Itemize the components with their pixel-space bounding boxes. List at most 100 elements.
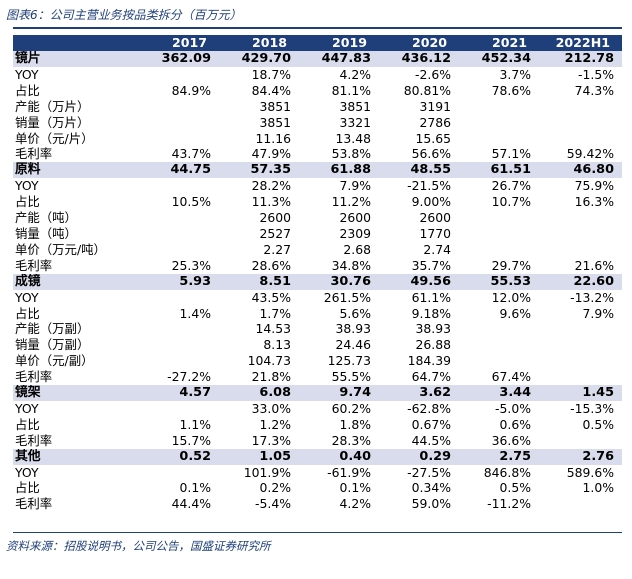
value-cell: 11.3% (251, 194, 291, 210)
section-value-cell: 6.08 (219, 385, 299, 401)
table-row: 占比 0.1% 0.2% 0.1% 0.34% 0.5% 1.0% (13, 480, 622, 496)
value-cell: 261.5% (323, 289, 371, 305)
value-cell: 12.0% (491, 289, 531, 305)
value-cell (539, 321, 622, 337)
value-cell: 38.93 (415, 321, 451, 337)
value-cell: 21.6% (574, 257, 614, 273)
value-cell: 2600 (259, 210, 291, 226)
value-cell: 16.3% (574, 194, 614, 210)
value-cell: 60.2% (331, 400, 371, 416)
value-cell (539, 226, 622, 242)
value-cell: 84.4% (251, 82, 291, 98)
row-label: 产能（万副） (15, 321, 90, 337)
row-label: 毛利率 (15, 496, 53, 512)
value-cell: 18.7% (251, 66, 291, 82)
row-label: 毛利率 (15, 257, 53, 273)
section-value-cell: 30.76 (299, 273, 379, 290)
value-cell (143, 226, 219, 242)
value-cell: -5.0% (495, 400, 531, 416)
value-cell: 24.46 (335, 337, 371, 353)
value-cell: 36.6% (491, 432, 531, 448)
header-cell-2022h1: 2022H1 (539, 35, 622, 51)
value-cell: 11.2% (331, 194, 371, 210)
section-label: 镜架 (13, 385, 143, 401)
section-value-cell: 1.45 (539, 385, 622, 401)
section-value-cell: 447.83 (299, 51, 379, 67)
section-value-cell: 0.29 (379, 448, 459, 465)
table-row: 产能（万副） 14.53 38.93 38.93 (13, 321, 622, 337)
section-value-cell: 452.34 (459, 51, 539, 67)
section-value-cell: 46.80 (539, 162, 622, 179)
section-row: 原料 44.75 57.35 61.88 48.55 61.51 46.80 (13, 162, 622, 179)
section-label: 其他 (13, 448, 143, 465)
section-value-cell: 48.55 (379, 162, 459, 179)
section-value-cell: 429.70 (219, 51, 299, 67)
table-row: 毛利率 43.7% 47.9% 53.8% 56.6% 57.1% 59.42% (13, 146, 622, 162)
value-cell: 35.7% (411, 257, 451, 273)
value-cell: 47.9% (251, 146, 291, 162)
section-value-cell: 61.88 (299, 162, 379, 179)
value-cell: 64.7% (411, 369, 451, 385)
value-cell: 15.65 (415, 130, 451, 146)
row-label: 毛利率 (15, 146, 53, 162)
value-cell: 2786 (419, 114, 451, 130)
section-value-cell: 4.57 (143, 385, 219, 401)
section-value-cell: 0.52 (143, 448, 219, 465)
value-cell (143, 321, 219, 337)
value-cell: 34.8% (331, 257, 371, 273)
header-cell-2020: 2020 (379, 35, 459, 51)
value-cell: 53.8% (331, 146, 371, 162)
row-label: 占比 (15, 82, 40, 98)
row-label: YOY (15, 178, 39, 194)
value-cell: 26.7% (491, 178, 531, 194)
table-row: 占比 1.4% 1.7% 5.6% 9.18% 9.6% 7.9% (13, 306, 622, 322)
section-value-cell: 3.44 (459, 385, 539, 401)
table-row: 单价（万元/吨） 2.27 2.68 2.74 (13, 242, 622, 258)
bottom-rule (13, 532, 622, 533)
value-cell: 74.3% (574, 82, 614, 98)
value-cell: 75.9% (574, 178, 614, 194)
section-value-cell: 2.76 (539, 448, 622, 465)
value-cell (539, 353, 622, 369)
value-cell: 26.88 (415, 337, 451, 353)
value-cell: 0.67% (411, 416, 451, 432)
value-cell (539, 433, 622, 449)
table-row: YOY 43.5% 261.5% 61.1% 12.0% -13.2% (13, 290, 622, 306)
section-value-cell: 44.75 (143, 162, 219, 179)
row-label: 销量（吨） (15, 225, 77, 241)
value-cell (539, 131, 622, 147)
row-label: YOY (15, 464, 39, 480)
section-value-cell: 55.53 (459, 273, 539, 290)
value-cell: 0.1% (339, 480, 371, 496)
table-row: 销量（吨） 2527 2309 1770 (13, 226, 622, 242)
value-cell: -61.9% (327, 464, 371, 480)
section-value-cell: 49.56 (379, 273, 459, 290)
value-cell: 14.53 (255, 321, 291, 337)
table-row: 毛利率 25.3% 28.6% 34.8% 35.7% 29.7% 21.6% (13, 258, 622, 274)
value-cell: 125.73 (327, 353, 371, 369)
value-cell: 29.7% (491, 257, 531, 273)
value-cell (459, 115, 539, 131)
value-cell: 104.73 (247, 353, 291, 369)
value-cell: 67.4% (491, 369, 531, 385)
section-row: 镜片 362.09 429.70 447.83 436.12 452.34 212.78 (13, 51, 622, 67)
header-cell-2021: 2021 (459, 35, 539, 51)
value-cell: 81.1% (331, 82, 371, 98)
value-cell: 3851 (259, 114, 291, 130)
value-cell (143, 178, 219, 194)
value-cell (459, 353, 539, 369)
value-cell (459, 226, 539, 242)
value-cell: 44.4% (171, 496, 211, 512)
value-cell (143, 67, 219, 83)
value-cell (539, 210, 622, 226)
header-cell-2019: 2019 (299, 35, 379, 51)
value-cell: 8.13 (263, 337, 291, 353)
section-value-cell: 212.78 (539, 51, 622, 67)
value-cell: -1.5% (578, 66, 614, 82)
value-cell: 59.0% (411, 496, 451, 512)
value-cell (539, 242, 622, 258)
value-cell (143, 242, 219, 258)
table-row: YOY 18.7% 4.2% -2.6% 3.7% -1.5% (13, 67, 622, 83)
value-cell: 1.4% (179, 305, 211, 321)
value-cell: 11.16 (255, 130, 291, 146)
